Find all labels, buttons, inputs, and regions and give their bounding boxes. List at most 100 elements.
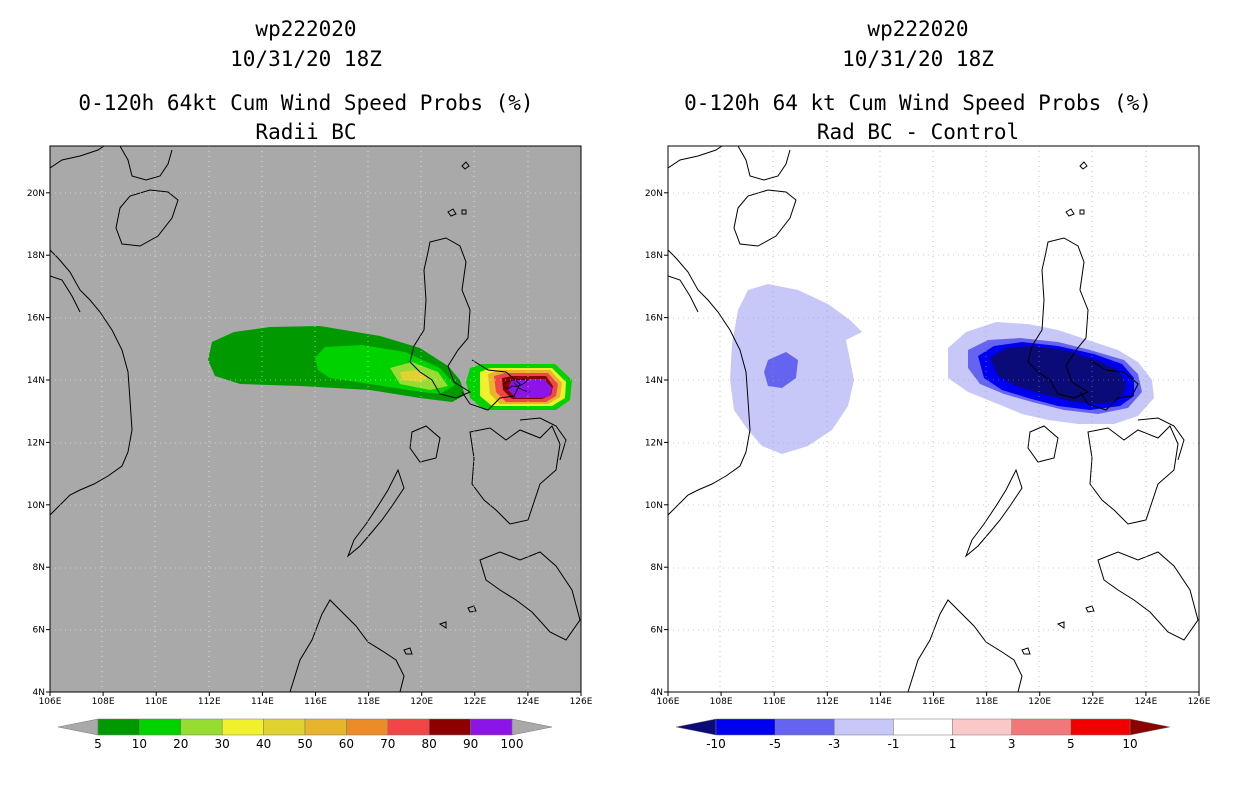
lat-tick-label: 14N: [27, 376, 45, 386]
coastlines: [50, 146, 581, 692]
lon-tick-label: 124E: [1134, 697, 1157, 707]
mindanao-coast: [1097, 551, 1199, 641]
mindoro-coast: [1027, 425, 1059, 463]
datetime: 10/31/20 18Z: [842, 47, 994, 71]
lat-tick-label: 6N: [33, 626, 45, 636]
lon-tick-label: 120E: [410, 697, 433, 707]
colorbar-label: -5: [769, 737, 781, 751]
lat-tick-label: 4N: [651, 688, 663, 698]
product-title: 0-120h 64 kt Cum Wind Speed Probs (%): [684, 91, 1152, 115]
lon-tick-label: 108E: [92, 697, 115, 707]
colorbar-label: 10: [132, 737, 147, 751]
colorbar-swatch: [97, 718, 140, 736]
grid-lines: [668, 146, 1199, 692]
gulf-coast: [50, 275, 81, 313]
small-islands: [403, 161, 477, 655]
lon-tick-label: 116E: [922, 697, 945, 707]
colorbar-swatch: [1011, 718, 1072, 736]
left-panel: wp222020 10/31/20 18Z 0-120h 64kt Cum Wi…: [27, 17, 593, 751]
colorbar-swatch: [1070, 718, 1131, 736]
colorbar-label: 5: [94, 737, 102, 751]
colorbar-label: 10: [1122, 737, 1137, 751]
lon-tick-label: 108E: [710, 697, 733, 707]
borneo-coast: [907, 599, 1023, 692]
lat-tick-label: 6N: [651, 626, 663, 636]
left-map-svg: 106E 108E 110E 112E 114E 116E 118E 120E 122E 124E…: [27, 145, 593, 751]
lon-tick-label: 114E: [869, 697, 892, 707]
lat-tick-label: 20N: [27, 189, 45, 199]
colorbar-label: 80: [422, 737, 437, 751]
right-map-svg: 106E 108E 110E 112E 114E 116E 118E 120E 122E 124E…: [645, 145, 1211, 751]
lon-tick-label: 110E: [763, 697, 786, 707]
luzon-south: [461, 359, 521, 411]
colorbar-label: -3: [828, 737, 840, 751]
lon-tick-label: 126E: [1188, 697, 1211, 707]
lat-tick-label: 10N: [645, 501, 663, 511]
lat-tick-label: 8N: [33, 563, 45, 573]
lat-tick-label: 18N: [27, 251, 45, 261]
left-colorbar: 5 10 20 30 40 50 60 70 80 90 100: [57, 718, 553, 751]
colorbar-swatch: [304, 718, 347, 736]
colorbar-swatch: [428, 718, 471, 736]
axis-ticks: 106E 108E 110E 112E 114E 116E 118E 120E 122E 124E…: [645, 189, 1211, 707]
visayas-coast: [469, 425, 561, 525]
right-colorbar: -10 -5 -3 -1 1 3 5 10: [675, 718, 1171, 751]
diff-west-mid: [764, 352, 798, 388]
samar-coast: [519, 417, 567, 461]
lat-tick-label: 10N: [27, 501, 45, 511]
hainan-coast: [115, 189, 179, 247]
colorbar-label: 50: [297, 737, 312, 751]
coastlines: [668, 146, 1199, 692]
colorbar-arrow-right: [1129, 718, 1171, 736]
colorbar-label: 1: [949, 737, 957, 751]
colorbar-label: 5: [1067, 737, 1075, 751]
colorbar-swatch: [139, 718, 182, 736]
colorbar-arrow-right: [511, 718, 553, 736]
palawan-coast: [964, 468, 1023, 558]
storm-id: wp222020: [867, 17, 969, 41]
luzon-coast: [409, 237, 472, 399]
colorbar-swatch: [952, 718, 1012, 736]
product-subtitle: Rad BC - Control: [816, 120, 1020, 144]
colorbar-label: 100: [501, 737, 524, 751]
probability-field: [208, 326, 572, 410]
axis-ticks: 106E 108E 110E 112E 114E 116E 118E 120E 122E 124E…: [27, 189, 593, 707]
colorbar-label: -1: [887, 737, 899, 751]
lon-tick-label: 116E: [304, 697, 327, 707]
lon-tick-label: 118E: [975, 697, 998, 707]
lat-tick-label: 20N: [645, 189, 663, 199]
colorbar-swatch: [834, 718, 894, 736]
colorbar-swatch: [387, 718, 430, 736]
map-background: [50, 146, 581, 692]
lon-tick-label: 114E: [251, 697, 274, 707]
lon-tick-label: 106E: [39, 697, 62, 707]
mindanao-coast: [479, 551, 581, 641]
lon-tick-label: 112E: [816, 697, 839, 707]
storm-id: wp222020: [255, 17, 357, 41]
colorbar-label: 70: [380, 737, 395, 751]
samar-coast: [1137, 417, 1185, 461]
colorbar-arrow-left: [57, 718, 99, 736]
borneo-coast: [289, 599, 405, 692]
palawan-coast: [346, 468, 405, 558]
lon-tick-label: 110E: [145, 697, 168, 707]
lon-tick-label: 126E: [570, 697, 593, 707]
mindoro-coast: [409, 425, 441, 463]
colorbar-swatch: [346, 718, 389, 736]
colorbar-label: -10: [706, 737, 726, 751]
lat-tick-label: 4N: [33, 688, 45, 698]
colorbar-label: 30: [215, 737, 230, 751]
lat-tick-label: 14N: [645, 376, 663, 386]
lat-tick-label: 16N: [645, 314, 663, 324]
colorbar-swatch: [180, 718, 223, 736]
colorbar-swatch: [470, 718, 513, 736]
right-panel: wp222020 10/31/20 18Z 0-120h 64 kt Cum W…: [618, 0, 1236, 800]
colorbar-swatch: [893, 718, 953, 736]
china-coast: [668, 146, 791, 181]
luzon-south: [1079, 359, 1139, 411]
colorbar-label: 20: [173, 737, 188, 751]
colorbar-swatch: [263, 718, 306, 736]
colorbar-label: 60: [339, 737, 354, 751]
lon-tick-label: 122E: [463, 697, 486, 707]
visayas-coast: [1087, 425, 1179, 525]
